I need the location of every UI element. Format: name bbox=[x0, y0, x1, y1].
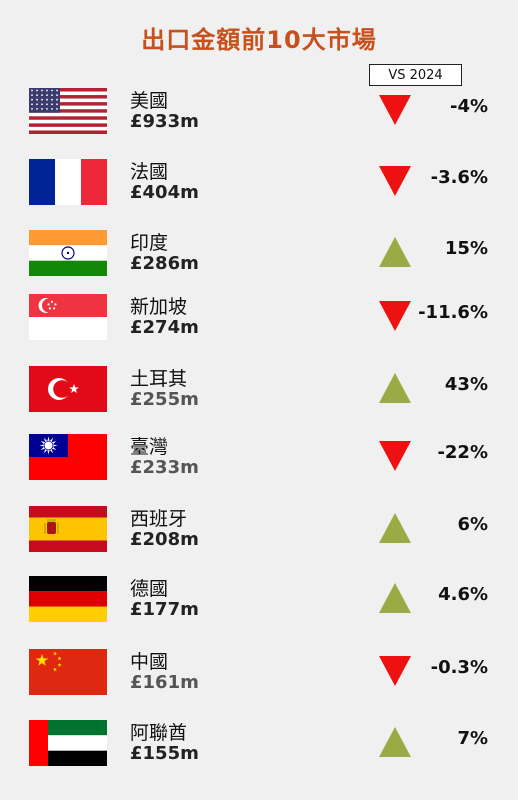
change-percent: -4% bbox=[449, 96, 488, 117]
export-value: £286m bbox=[130, 253, 199, 274]
market-row: 阿聯酋 £155m 7% bbox=[0, 716, 518, 772]
change-percent: 4.6% bbox=[438, 584, 488, 605]
market-name: 中國 bbox=[130, 651, 169, 673]
taiwan-flag-icon bbox=[29, 434, 107, 480]
india-flag-icon bbox=[29, 230, 107, 276]
change-percent: 43% bbox=[444, 374, 488, 395]
market-name: 西班牙 bbox=[130, 508, 188, 530]
export-value: £161m bbox=[130, 672, 199, 693]
up-triangle-icon bbox=[378, 372, 412, 404]
singapore-flag-icon bbox=[29, 294, 107, 340]
market-name: 法國 bbox=[130, 161, 169, 183]
export-value: £233m bbox=[130, 457, 199, 478]
down-triangle-icon bbox=[378, 440, 412, 472]
export-value: £177m bbox=[130, 599, 199, 620]
market-row: 土耳其 £255m 43% bbox=[0, 362, 518, 418]
market-name: 阿聯酋 bbox=[130, 722, 188, 744]
export-value: £155m bbox=[130, 743, 199, 764]
market-row: 印度 £286m 15% bbox=[0, 226, 518, 282]
change-percent: 15% bbox=[444, 238, 488, 259]
change-percent: 6% bbox=[457, 514, 488, 535]
up-triangle-icon bbox=[378, 512, 412, 544]
market-row: 臺灣 £233m -22% bbox=[0, 430, 518, 486]
uae-flag-icon bbox=[29, 720, 107, 766]
export-value: £208m bbox=[130, 529, 199, 550]
up-triangle-icon bbox=[378, 582, 412, 614]
market-row: 新加坡 £274m -11.6% bbox=[0, 290, 518, 346]
down-triangle-icon bbox=[378, 655, 412, 687]
turkey-flag-icon bbox=[29, 366, 107, 412]
chart-title: 出口金額前10大市場 bbox=[141, 26, 377, 54]
market-row: 西班牙 £208m 6% bbox=[0, 502, 518, 558]
market-name: 新加坡 bbox=[130, 296, 188, 318]
change-percent: -22% bbox=[437, 442, 488, 463]
down-triangle-icon bbox=[378, 165, 412, 197]
change-percent: 7% bbox=[457, 728, 488, 749]
market-row: 美國 £933m -4% bbox=[0, 84, 518, 140]
spain-flag-icon bbox=[29, 506, 107, 552]
export-value: £404m bbox=[130, 182, 199, 203]
france-flag-icon bbox=[29, 159, 107, 205]
market-row: 中國 £161m -0.3% bbox=[0, 645, 518, 701]
export-value: £274m bbox=[130, 317, 199, 338]
change-percent: -0.3% bbox=[430, 657, 488, 678]
down-triangle-icon bbox=[378, 94, 412, 126]
market-name: 印度 bbox=[130, 232, 169, 254]
up-triangle-icon bbox=[378, 236, 412, 268]
down-triangle-icon bbox=[378, 300, 412, 332]
export-value: £255m bbox=[130, 389, 199, 410]
usa-flag-icon bbox=[29, 88, 107, 134]
market-name: 臺灣 bbox=[130, 436, 169, 458]
market-name: 美國 bbox=[130, 90, 169, 112]
market-name: 德國 bbox=[130, 578, 169, 600]
market-row: 法國 £404m -3.6% bbox=[0, 155, 518, 211]
market-row: 德國 £177m 4.6% bbox=[0, 572, 518, 628]
change-percent: -11.6% bbox=[418, 302, 488, 323]
china-flag-icon bbox=[29, 649, 107, 695]
germany-flag-icon bbox=[29, 576, 107, 622]
market-name: 土耳其 bbox=[130, 368, 188, 390]
export-value: £933m bbox=[130, 111, 199, 132]
change-percent: -3.6% bbox=[430, 167, 488, 188]
comparison-label: VS 2024 bbox=[369, 64, 462, 86]
up-triangle-icon bbox=[378, 726, 412, 758]
